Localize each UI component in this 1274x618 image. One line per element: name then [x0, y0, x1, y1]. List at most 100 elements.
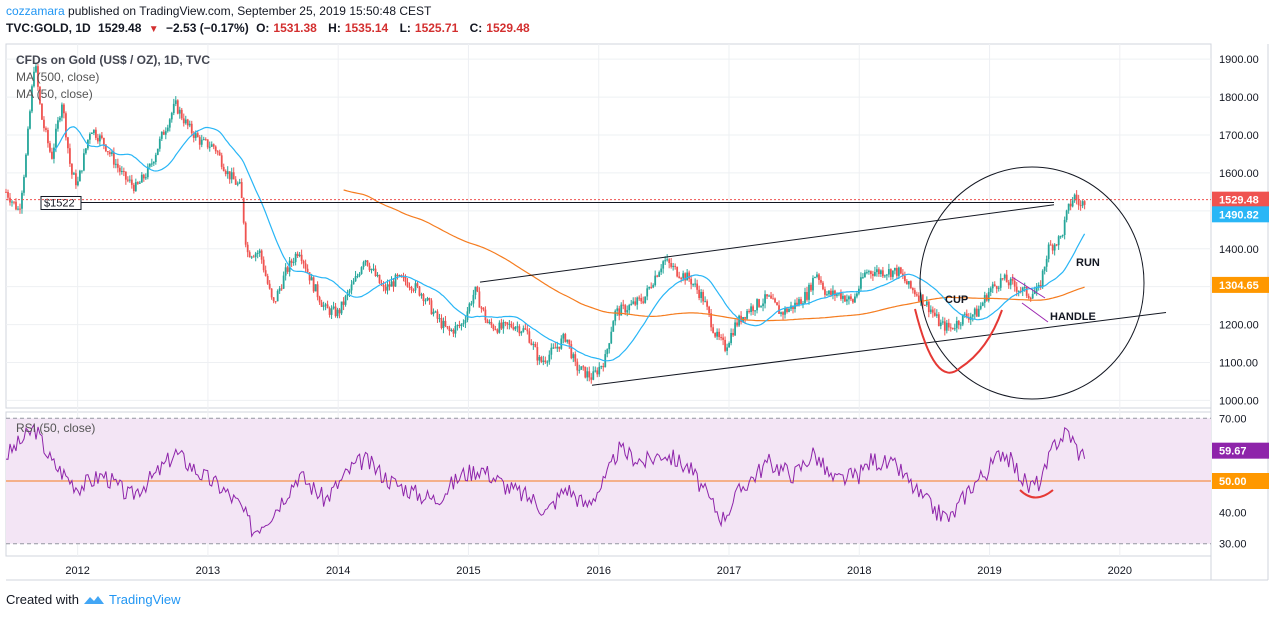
ma50-line: [53, 126, 1086, 362]
candle: [1071, 200, 1074, 207]
candle: [1041, 270, 1044, 288]
candle: [188, 123, 191, 126]
ma50-badge-bg: [1212, 206, 1269, 223]
candle: [470, 303, 473, 305]
candle: [903, 275, 906, 282]
x-tick-label: 2016: [586, 565, 610, 577]
candle: [146, 166, 149, 178]
candle: [1083, 201, 1086, 205]
candle: [130, 179, 133, 185]
ma500-badge: 1304.65: [1219, 280, 1259, 292]
candle: [570, 344, 573, 359]
candle: [911, 288, 914, 291]
candle: [650, 286, 653, 288]
candle: [370, 268, 373, 271]
candle: [778, 305, 780, 314]
candle: [360, 267, 363, 274]
rsi-line: [5, 423, 1086, 538]
candle: [718, 331, 720, 338]
candle: [644, 296, 647, 303]
candle: [866, 272, 868, 274]
candle: [340, 301, 343, 314]
candle: [526, 329, 529, 332]
candle: [640, 298, 643, 302]
y-tick-label: 1600.00: [1219, 168, 1259, 180]
candle: [788, 308, 790, 312]
candle: [462, 323, 465, 325]
candle: [226, 171, 229, 175]
candle: [268, 283, 271, 289]
candle: [622, 304, 625, 306]
candle: [254, 253, 257, 257]
candle: [872, 273, 874, 276]
candle: [722, 337, 724, 340]
candle: [1057, 236, 1060, 246]
candle: [965, 313, 968, 318]
candle: [588, 371, 591, 378]
candle: [432, 311, 435, 315]
candle: [202, 139, 205, 141]
candle: [596, 370, 599, 375]
candle: [897, 267, 900, 276]
candle: [766, 294, 768, 297]
candle: [1027, 295, 1030, 299]
candle: [122, 171, 125, 173]
candle: [874, 272, 876, 276]
candle: [756, 299, 758, 311]
candle: [959, 324, 962, 326]
candle: [528, 331, 531, 343]
candle: [128, 179, 131, 181]
candle: [256, 252, 259, 254]
upper-channel-line: [479, 204, 1055, 283]
candle: [810, 284, 812, 291]
candle: [1045, 258, 1048, 267]
candle: [39, 86, 41, 104]
candle: [973, 308, 976, 315]
candle: [772, 298, 774, 300]
candle: [272, 297, 275, 302]
candle: [542, 360, 545, 362]
candle: [1073, 194, 1076, 201]
candle: [804, 292, 806, 304]
candle: [826, 294, 828, 296]
candle: [220, 155, 223, 167]
candle: [610, 331, 613, 344]
candle: [110, 152, 113, 155]
author-link[interactable]: cozzamara: [6, 4, 65, 18]
candle: [33, 71, 35, 87]
candle: [65, 113, 67, 138]
candle: [21, 192, 23, 209]
candle: [408, 286, 411, 288]
candle: [5, 191, 7, 193]
candle: [484, 309, 487, 321]
candle: [883, 275, 886, 277]
tradingview-brand-link[interactable]: TradingView: [108, 592, 181, 607]
candle: [913, 290, 916, 295]
candle: [1033, 291, 1036, 295]
candle: [844, 295, 846, 302]
candle: [540, 357, 543, 362]
candle: [842, 295, 844, 299]
candle: [246, 244, 249, 253]
candle: [923, 304, 926, 306]
candle: [322, 305, 325, 307]
candle: [614, 310, 617, 322]
candle: [1001, 278, 1004, 280]
candle: [989, 288, 992, 293]
candle: [452, 329, 455, 334]
candle: [126, 179, 129, 181]
candle: [937, 314, 940, 327]
candle: [444, 320, 447, 327]
candle: [136, 182, 139, 184]
candle: [510, 323, 513, 328]
candle: [480, 307, 483, 309]
candle: [368, 265, 371, 271]
candle: [534, 344, 537, 348]
candle: [584, 366, 587, 378]
candle: [57, 120, 59, 129]
candle: [63, 104, 65, 114]
candle: [702, 291, 705, 302]
candle: [116, 163, 119, 168]
candle: [266, 275, 269, 284]
